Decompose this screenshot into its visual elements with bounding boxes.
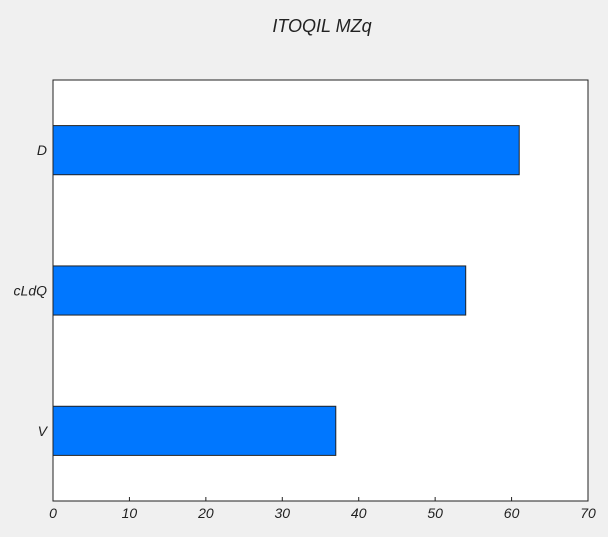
x-tick-label: 40 <box>351 505 367 521</box>
chart-title: ITOQIL MZq <box>272 16 371 36</box>
y-tick-label: D <box>37 142 47 158</box>
plot-frame <box>52 79 589 502</box>
x-tick-label: 0 <box>49 505 57 521</box>
x-tick-label: 70 <box>580 505 596 521</box>
x-tick-label: 10 <box>122 505 138 521</box>
x-tick-label: 50 <box>427 505 443 521</box>
y-tick-label: V <box>38 423 49 439</box>
bar-D <box>52 125 520 176</box>
x-tick-label: 30 <box>274 505 290 521</box>
x-tick-label: 60 <box>504 505 520 521</box>
x-axis-ticks: 0 10 20 30 40 50 60 70 <box>49 497 596 521</box>
bar-V <box>52 405 337 456</box>
x-tick-label: 20 <box>197 505 214 521</box>
bar-cLdQ <box>52 265 467 316</box>
y-tick-label: cLdQ <box>14 283 48 299</box>
bars-group <box>52 125 520 456</box>
